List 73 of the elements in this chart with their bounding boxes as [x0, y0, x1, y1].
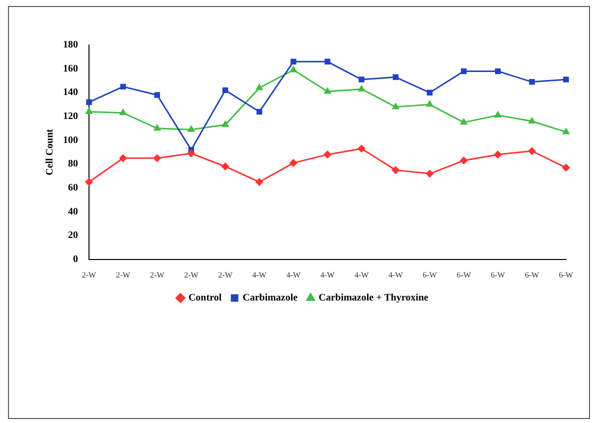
- point: [563, 76, 569, 82]
- point: [358, 85, 365, 92]
- point: [392, 103, 399, 110]
- point: [324, 88, 331, 94]
- point: [154, 92, 160, 98]
- x-tick-label: 2-W: [82, 270, 97, 280]
- x-tick-label: 2-W: [116, 270, 131, 280]
- point: [528, 117, 536, 124]
- point: [494, 68, 501, 74]
- y-tick-label: 120: [63, 111, 78, 122]
- point: [86, 99, 92, 106]
- x-tick-label: 4-W: [320, 270, 336, 280]
- y-tick-label: 20: [68, 230, 78, 242]
- point: [460, 68, 467, 74]
- point: [154, 124, 160, 131]
- point: [392, 74, 399, 80]
- point: [358, 144, 366, 152]
- x-tick-label: 4-W: [388, 270, 404, 280]
- x-tick-label: 6-W: [490, 270, 506, 280]
- point: [528, 147, 536, 155]
- point: [119, 154, 127, 162]
- x-tick-label: 6-W: [524, 270, 540, 280]
- y-tick-label: 40: [68, 206, 78, 218]
- point: [426, 170, 434, 178]
- point: [153, 154, 161, 162]
- point: [562, 164, 570, 172]
- point: [460, 156, 468, 164]
- point: [324, 58, 330, 65]
- x-tick-label: 6-W: [456, 270, 472, 280]
- y-axis-title: Cell Count: [44, 128, 56, 176]
- x-tick-label: 2-W: [184, 270, 199, 280]
- y-tick-label: 160: [63, 63, 78, 74]
- point: [222, 121, 229, 128]
- point: [562, 128, 570, 134]
- x-tick-label: 2-W: [218, 270, 233, 280]
- x-tick-label: 2-W: [150, 270, 165, 280]
- point: [529, 79, 535, 85]
- y-tick-label: 60: [68, 182, 78, 194]
- y-tick-label: 0: [73, 254, 78, 265]
- point: [392, 166, 400, 174]
- x-tick-label: 4-W: [286, 270, 301, 280]
- point: [120, 109, 126, 116]
- point: [86, 108, 92, 114]
- point: [256, 84, 263, 90]
- point: [290, 66, 297, 72]
- point: [222, 162, 230, 170]
- point: [120, 84, 126, 90]
- y-tick-label: 180: [63, 40, 78, 51]
- legend-label: Carbimazole + Thyroxine: [318, 292, 429, 304]
- legend-label: Control: [188, 292, 222, 304]
- point: [460, 118, 468, 125]
- x-tick-label: 4-W: [354, 270, 370, 280]
- point: [324, 150, 332, 158]
- point: [494, 150, 502, 158]
- y-tick-label: 140: [63, 87, 78, 98]
- point: [290, 159, 298, 167]
- point: [85, 178, 93, 186]
- point: [426, 90, 433, 96]
- point: [426, 100, 434, 107]
- point: [187, 150, 195, 158]
- point: [290, 58, 296, 65]
- x-tick-label: 6-W: [558, 270, 574, 280]
- x-tick-label: 6-W: [422, 270, 438, 280]
- point: [494, 112, 502, 118]
- point: [358, 76, 364, 82]
- point: [256, 178, 264, 186]
- y-tick-label: 80: [68, 158, 78, 170]
- x-tick-label: 4-W: [252, 270, 267, 280]
- point: [256, 108, 262, 115]
- legend-label: Carbimazole: [242, 292, 298, 304]
- y-tick-label: 100: [63, 134, 78, 146]
- point: [188, 126, 195, 132]
- point: [222, 87, 228, 94]
